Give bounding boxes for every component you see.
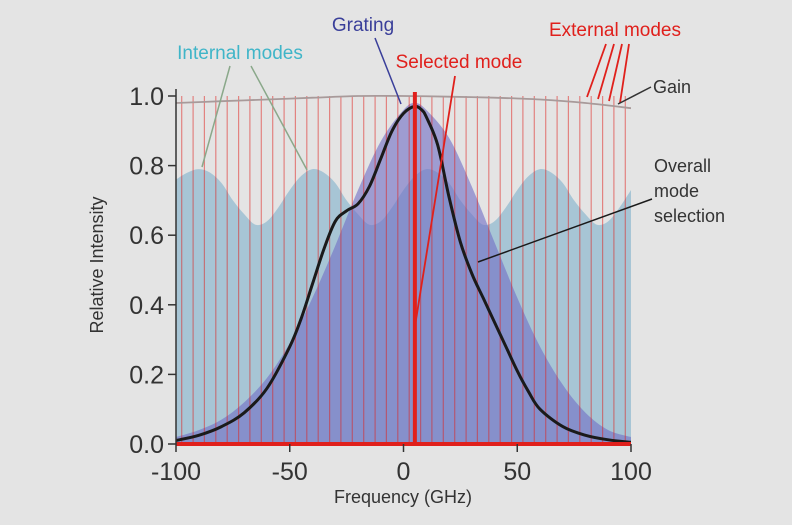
x-tick-label: 50	[503, 458, 531, 486]
y-tick-label: 0.2	[129, 361, 164, 389]
overall-label-line2: mode	[654, 181, 699, 201]
overall-label-line1: Overall	[654, 156, 711, 176]
selected-mode-label: Selected mode	[396, 52, 523, 73]
internal-leader-left	[201, 65, 231, 168]
overall-leader	[477, 198, 653, 263]
selected-mode-leader	[414, 75, 456, 327]
external-leader-3	[608, 43, 623, 102]
grating-area	[176, 103, 631, 444]
external-leader-1	[586, 43, 607, 98]
internal-modes-label: Internal modes	[177, 43, 303, 64]
overall-label-line3: selection	[654, 206, 725, 226]
y-tick-label: 0.0	[129, 431, 164, 459]
y-tick-label: 0.4	[129, 292, 164, 320]
y-axis-label: Relative Intensity	[87, 196, 107, 333]
external-modes-label: External modes	[549, 20, 681, 41]
internal-leader-right	[250, 65, 308, 171]
x-tick-label: 0	[397, 458, 411, 486]
annotation-leader-lines	[201, 37, 653, 327]
y-tick-label: 0.6	[129, 222, 164, 250]
gain-leader	[617, 86, 652, 105]
x-axis-label: Frequency (GHz)	[334, 487, 472, 507]
grating-label: Grating	[332, 15, 394, 36]
gain-label: Gain	[653, 77, 691, 97]
gain-curve	[176, 94, 631, 110]
y-tick-label: 1.0	[129, 83, 164, 111]
x-tick-label: -100	[151, 458, 201, 486]
external-leader-4	[619, 43, 630, 104]
grating-leader	[374, 37, 402, 105]
x-tick-label: -50	[272, 458, 308, 486]
x-tick-label: 100	[610, 458, 652, 486]
y-tick-label: 0.8	[129, 153, 164, 181]
external-leader-2	[597, 43, 615, 100]
